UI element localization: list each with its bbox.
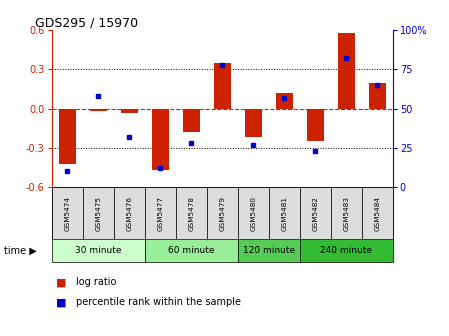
Text: GSM5477: GSM5477 (157, 196, 163, 231)
Text: ■: ■ (56, 277, 66, 287)
Bar (307, 109, 324, 141)
Text: GSM5481: GSM5481 (282, 196, 287, 231)
Text: 60 minute: 60 minute (168, 246, 215, 255)
Text: GSM5476: GSM5476 (126, 196, 132, 231)
Bar (59, 109, 76, 164)
Text: percentile rank within the sample: percentile rank within the sample (76, 297, 241, 307)
Bar (52, 187, 83, 240)
Text: 240 minute: 240 minute (320, 246, 372, 255)
Bar (114, 187, 145, 240)
Bar (176, 187, 207, 240)
Bar (338, 33, 355, 109)
Text: log ratio: log ratio (76, 277, 117, 287)
Bar (145, 240, 238, 262)
Bar (121, 109, 138, 113)
Text: GSM5475: GSM5475 (95, 196, 101, 231)
Text: GDS295 / 15970: GDS295 / 15970 (35, 16, 138, 29)
Bar (52, 240, 145, 262)
Bar (207, 187, 238, 240)
Text: GSM5479: GSM5479 (219, 196, 225, 231)
Bar (152, 109, 169, 170)
Text: time ▶: time ▶ (4, 246, 37, 256)
Text: GSM5484: GSM5484 (374, 196, 380, 231)
Text: GSM5478: GSM5478 (188, 196, 194, 231)
Bar (90, 109, 107, 111)
Bar (183, 109, 200, 132)
Text: 120 minute: 120 minute (243, 246, 295, 255)
Text: ■: ■ (56, 297, 66, 307)
Bar (245, 109, 262, 137)
Text: GSM5483: GSM5483 (343, 196, 349, 231)
Bar (145, 187, 176, 240)
Bar (369, 83, 386, 109)
Bar (276, 93, 293, 109)
Bar (300, 240, 393, 262)
Bar (214, 63, 231, 109)
Bar (238, 187, 269, 240)
Bar (238, 240, 300, 262)
Bar (331, 187, 362, 240)
Text: GSM5480: GSM5480 (250, 196, 256, 231)
Bar (269, 187, 300, 240)
Bar (83, 187, 114, 240)
Text: GSM5482: GSM5482 (313, 196, 318, 231)
Text: GSM5474: GSM5474 (64, 196, 70, 231)
Bar (300, 187, 331, 240)
Bar (362, 187, 393, 240)
Text: 30 minute: 30 minute (75, 246, 121, 255)
